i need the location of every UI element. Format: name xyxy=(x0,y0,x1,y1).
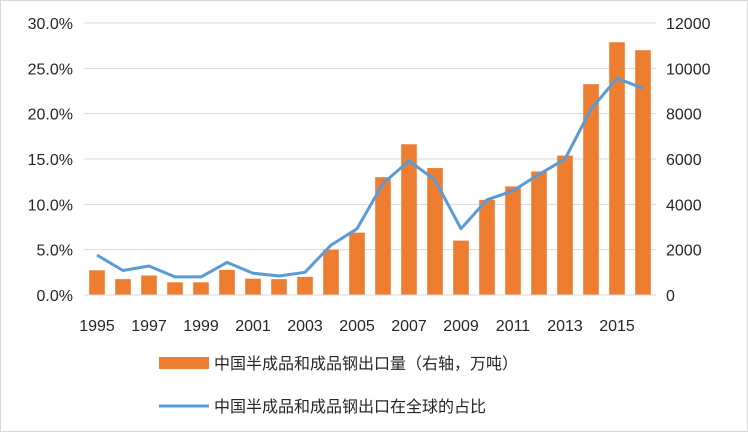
bar-2012 xyxy=(531,171,547,295)
y-right-tick-label: 12000 xyxy=(666,16,711,33)
bar-1999 xyxy=(193,282,209,295)
x-tick-label: 2013 xyxy=(547,318,583,335)
bar-2002 xyxy=(271,279,287,295)
y-left-tick-label: 25.0% xyxy=(28,61,73,78)
bar-2005 xyxy=(349,233,365,295)
legend-label-bar: 中国半成品和成品钢出口量（右轴，万吨） xyxy=(214,354,518,373)
x-axis: 1995 1997 1999 2001 2003 2005 2007 2009 2011 2013… xyxy=(79,318,635,335)
bar-1997 xyxy=(141,276,157,295)
bar-1996 xyxy=(115,279,131,295)
legend-label-line: 中国半成品和成品钢出口在全球的占比 xyxy=(214,397,486,416)
x-tick-label: 2011 xyxy=(496,318,531,335)
x-tick-label: 2003 xyxy=(287,318,323,335)
y-left-tick-label: 0.0% xyxy=(37,288,73,305)
y-left-tick-label: 20.0% xyxy=(28,107,73,124)
right-y-axis: 0 2000 4000 6000 8000 10000 12000 xyxy=(666,16,711,305)
bar-2004 xyxy=(323,250,339,295)
bar-2000 xyxy=(219,270,235,295)
left-y-axis: 0.0% 5.0% 10.0% 15.0% 20.0% 25.0% 30.0% xyxy=(28,16,73,305)
y-right-tick-label: 2000 xyxy=(666,243,702,260)
y-right-tick-label: 8000 xyxy=(666,107,702,124)
legend-item-bar: 中国半成品和成品钢出口量（右轴，万吨） xyxy=(159,354,518,373)
y-right-tick-label: 10000 xyxy=(666,61,711,78)
bar-2009 xyxy=(453,241,469,295)
y-right-tick-label: 4000 xyxy=(666,197,702,214)
x-tick-label: 1997 xyxy=(131,318,167,335)
bar-2003 xyxy=(297,277,313,295)
x-tick-label: 2009 xyxy=(443,318,479,335)
bar-2014 xyxy=(583,84,599,295)
y-left-tick-label: 30.0% xyxy=(28,16,73,33)
bar-2013 xyxy=(557,156,573,295)
bar-1998 xyxy=(167,282,183,295)
y-right-tick-label: 0 xyxy=(666,288,675,305)
x-tick-label: 2007 xyxy=(391,318,427,335)
x-tick-label: 2015 xyxy=(599,318,635,335)
x-tick-label: 2005 xyxy=(339,318,375,335)
bar-2001 xyxy=(245,279,261,295)
bar-2011 xyxy=(505,186,521,295)
x-tick-label: 2001 xyxy=(235,318,271,335)
x-tick-label: 1999 xyxy=(183,318,219,335)
legend-item-line: 中国半成品和成品钢出口在全球的占比 xyxy=(159,397,486,416)
y-left-tick-label: 15.0% xyxy=(28,152,73,169)
bar-2010 xyxy=(479,200,495,295)
legend-swatch-bar xyxy=(159,357,209,369)
y-left-tick-label: 10.0% xyxy=(28,197,73,214)
bar-series xyxy=(89,42,651,295)
y-left-tick-label: 5.0% xyxy=(37,243,73,260)
x-tick-label: 1995 xyxy=(79,318,115,335)
bar-1995 xyxy=(89,270,105,295)
y-right-tick-label: 6000 xyxy=(666,152,702,169)
legend: 中国半成品和成品钢出口量（右轴，万吨） 中国半成品和成品钢出口在全球的占比 xyxy=(159,354,518,416)
